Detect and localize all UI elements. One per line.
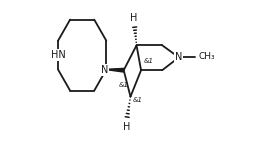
Text: H: H	[123, 122, 130, 132]
Text: N: N	[175, 52, 182, 62]
Text: HN: HN	[51, 50, 65, 60]
Text: &1: &1	[143, 58, 153, 64]
Text: H: H	[130, 13, 138, 23]
Text: N: N	[101, 65, 108, 75]
Text: CH₃: CH₃	[199, 52, 215, 61]
Polygon shape	[106, 68, 124, 72]
Text: &1: &1	[119, 82, 128, 88]
Text: &1: &1	[133, 97, 143, 103]
